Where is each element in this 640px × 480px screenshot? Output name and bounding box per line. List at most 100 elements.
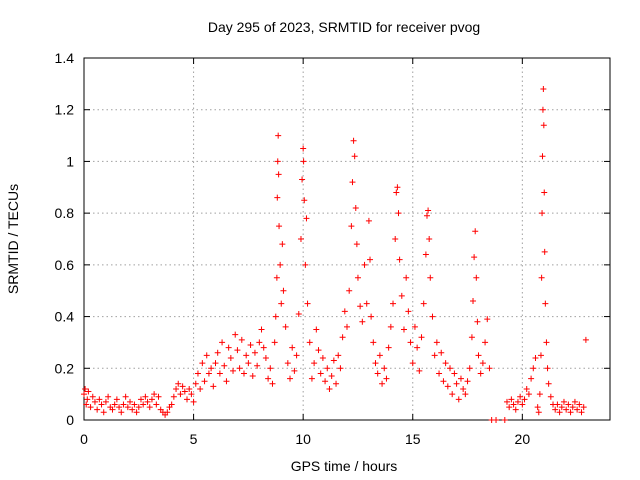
data-point xyxy=(271,339,278,346)
data-point xyxy=(299,176,306,183)
data-point xyxy=(423,212,430,219)
data-point xyxy=(438,349,445,356)
data-point xyxy=(170,393,177,400)
data-point xyxy=(303,215,310,222)
data-point xyxy=(460,385,467,392)
data-point xyxy=(254,362,261,369)
data-point xyxy=(258,326,265,333)
x-tick-label: 5 xyxy=(190,431,198,447)
data-point xyxy=(545,380,552,387)
data-point xyxy=(120,401,127,408)
data-point xyxy=(276,223,283,230)
data-point xyxy=(272,313,279,320)
data-point xyxy=(273,274,280,281)
data-point xyxy=(131,401,138,408)
data-point xyxy=(225,344,232,351)
data-point xyxy=(383,375,390,382)
y-tick-label: 0 xyxy=(66,412,74,428)
data-point xyxy=(506,404,513,411)
data-point xyxy=(539,106,546,113)
data-point xyxy=(536,391,543,398)
data-point xyxy=(453,380,460,387)
data-point xyxy=(129,406,136,413)
data-point xyxy=(444,383,451,390)
data-point xyxy=(177,391,184,398)
x-tick-label: 0 xyxy=(80,431,88,447)
data-point xyxy=(530,365,537,372)
data-point xyxy=(275,171,282,178)
data-point xyxy=(574,406,581,413)
x-tick-label: 10 xyxy=(295,431,311,447)
data-point xyxy=(137,396,144,403)
data-point xyxy=(186,385,193,392)
data-point xyxy=(470,298,477,305)
data-point xyxy=(192,380,199,387)
data-point xyxy=(221,362,228,369)
data-point xyxy=(140,401,147,408)
data-point xyxy=(523,385,530,392)
data-point xyxy=(540,86,547,93)
data-point xyxy=(214,349,221,356)
data-point xyxy=(135,404,142,411)
data-point xyxy=(306,339,313,346)
data-point xyxy=(567,409,574,416)
data-point xyxy=(81,391,87,398)
data-point xyxy=(184,396,191,403)
data-point xyxy=(376,352,383,359)
data-point xyxy=(262,354,269,361)
data-point xyxy=(395,210,402,217)
data-point xyxy=(328,373,335,380)
data-point xyxy=(571,398,578,405)
data-point xyxy=(346,287,353,294)
data-point xyxy=(317,370,324,377)
data-point xyxy=(322,378,329,385)
data-points xyxy=(81,86,589,423)
data-point xyxy=(234,347,241,354)
data-point xyxy=(535,409,542,416)
data-point xyxy=(291,367,298,374)
data-point xyxy=(374,370,381,377)
data-point xyxy=(407,339,414,346)
data-point xyxy=(190,398,197,405)
y-tick-label: 0.2 xyxy=(55,360,75,376)
data-point xyxy=(418,334,425,341)
data-point xyxy=(442,360,449,367)
data-point xyxy=(544,365,551,372)
data-point xyxy=(175,380,182,387)
data-point xyxy=(466,365,473,372)
data-point xyxy=(416,367,423,374)
data-point xyxy=(475,352,482,359)
data-point xyxy=(479,360,486,367)
data-point xyxy=(326,385,333,392)
data-point xyxy=(287,375,294,382)
chart-title: Day 295 of 2023, SRMTID for receiver pvo… xyxy=(208,19,480,35)
data-point xyxy=(210,383,217,390)
data-point xyxy=(528,375,535,382)
data-point xyxy=(339,334,346,341)
axis-ticks: 0 0.2 0.4 0.6 0.8 1 1.2 1.4 0 5 10 15 20 xyxy=(55,50,610,447)
data-point xyxy=(223,378,230,385)
data-point xyxy=(508,396,515,403)
y-tick-label: 1 xyxy=(66,153,74,169)
data-point xyxy=(392,236,399,242)
data-point xyxy=(400,326,407,333)
data-point xyxy=(219,339,226,346)
data-point xyxy=(440,378,447,385)
data-point xyxy=(197,385,204,392)
data-point xyxy=(243,352,250,359)
data-point xyxy=(127,398,134,405)
data-point xyxy=(247,342,254,349)
data-point xyxy=(540,122,547,129)
data-point xyxy=(315,347,322,354)
data-point xyxy=(538,274,545,281)
data-point xyxy=(365,217,372,224)
data-point xyxy=(431,352,438,359)
data-point xyxy=(216,370,223,377)
data-point xyxy=(537,352,544,359)
data-point xyxy=(521,396,528,403)
data-point xyxy=(436,370,443,377)
y-axis-label: SRMTID / TECUs xyxy=(5,184,21,294)
data-point xyxy=(344,323,350,330)
data-point xyxy=(297,236,304,242)
data-point xyxy=(381,365,388,372)
